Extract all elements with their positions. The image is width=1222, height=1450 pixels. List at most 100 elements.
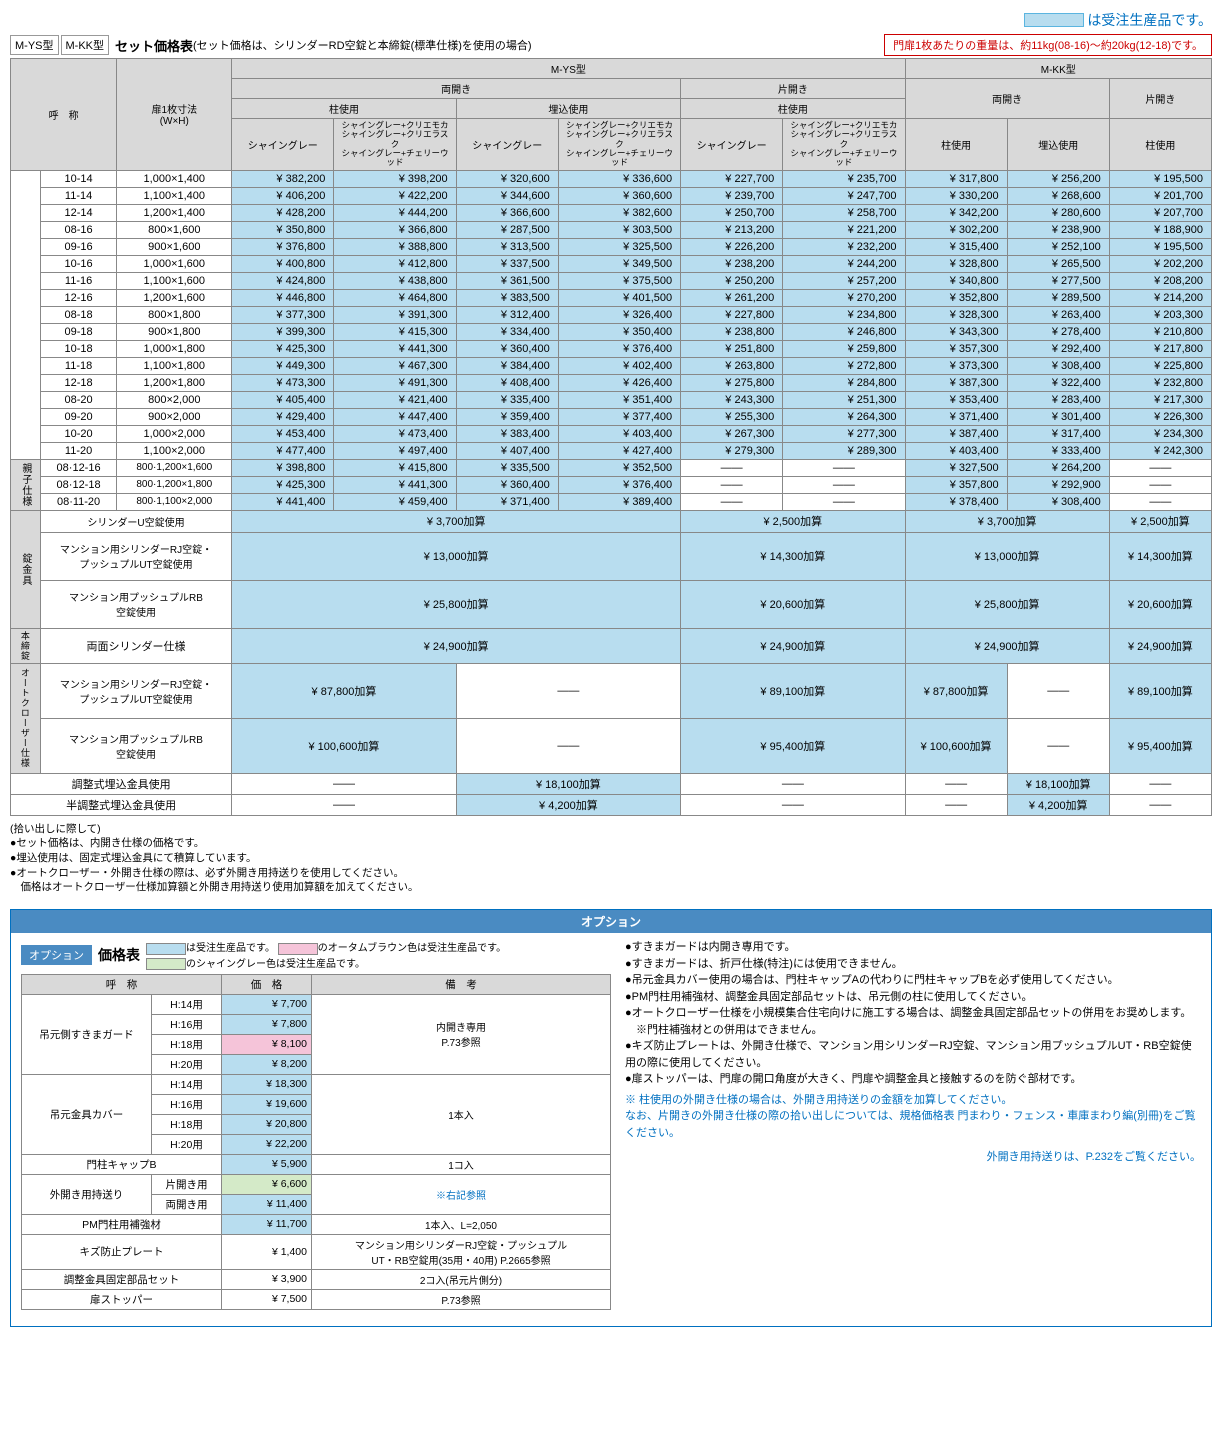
cell-price: ¥ 405,400 <box>232 391 334 408</box>
cell-price: ¥ 292,900 <box>1007 476 1109 493</box>
addon-name: マンション用シリンダーRJ空錠・ プッシュプルUT空錠使用 <box>40 663 231 718</box>
opt-price: ¥ 7,500 <box>222 1289 312 1309</box>
cell-price: ¥ 259,800 <box>783 340 905 357</box>
opt-price: ¥ 11,700 <box>222 1214 312 1234</box>
cell-price: —— <box>783 459 905 476</box>
opt-note: 1本入 <box>312 1074 611 1154</box>
th-pillar: 柱使用 <box>1109 119 1211 171</box>
cell-price: ¥ 337,500 <box>456 255 558 272</box>
cell-size: 1,100×1,400 <box>117 187 232 204</box>
bto-swatch <box>1024 13 1084 27</box>
th-single: 片開き <box>681 79 905 99</box>
cell-price: ¥ 227,700 <box>681 170 783 187</box>
cell-price: ¥ 195,500 <box>1109 238 1211 255</box>
option-table: 呼 称 価 格 備 考 吊元側すきまガードH:14用¥ 7,700内開き専用 P… <box>21 974 611 1310</box>
cell-price: ¥ 312,400 <box>456 306 558 323</box>
addon-row: マンション用プッシュプルRB 空錠使用¥ 100,600加算——¥ 95,400… <box>11 718 1212 773</box>
cell-price: ¥ 406,200 <box>232 187 334 204</box>
cell-price: ¥ 238,200 <box>681 255 783 272</box>
table-row: 09-16900×1,600¥ 376,800¥ 388,800¥ 313,50… <box>11 238 1212 255</box>
cell-price: ¥ 287,500 <box>456 221 558 238</box>
addon-name: 調整式埋込金具使用 <box>11 773 232 794</box>
addon-price: ¥ 13,000加算 <box>905 532 1109 580</box>
cell-name: 09-20 <box>40 408 117 425</box>
opt-price: ¥ 7,700 <box>222 994 312 1014</box>
cell-name: 10-20 <box>40 425 117 442</box>
th-color-a: シャイングレー <box>232 119 334 171</box>
th-mkk: M-KK型 <box>905 59 1211 79</box>
addon-price: ¥ 2,500加算 <box>681 510 905 532</box>
option-row: 吊元側すきまガードH:14用¥ 7,700内開き専用 P.73参照 <box>22 994 611 1014</box>
cell-price: ¥ 441,400 <box>232 493 334 510</box>
footnotes: (拾い出しに際して)●セット価格は、内開き仕様の価格です。●埋込使用は、固定式埋… <box>10 822 1212 895</box>
cell-price: ¥ 453,400 <box>232 425 334 442</box>
cell-name: 08-20 <box>40 391 117 408</box>
table-row: 08·11-20800·1,100×2,000¥ 441,400¥ 459,40… <box>11 493 1212 510</box>
cell-price: ¥ 352,500 <box>558 459 680 476</box>
cell-price: ¥ 382,200 <box>232 170 334 187</box>
opt-price: ¥ 5,900 <box>222 1154 312 1174</box>
cell-price: ¥ 214,200 <box>1109 289 1211 306</box>
addon-row: 錠金具シリンダーU空錠使用¥ 3,700加算¥ 2,500加算¥ 3,700加算… <box>11 510 1212 532</box>
option-row: 外開き用持送り片開き用¥ 6,600※右記参照 <box>22 1174 611 1194</box>
table-row: 08-16800×1,600¥ 350,800¥ 366,800¥ 287,50… <box>11 221 1212 238</box>
cell-price: ¥ 425,300 <box>232 340 334 357</box>
cell-price: ¥ 336,600 <box>558 170 680 187</box>
addon-price: —— <box>1109 773 1211 794</box>
cell-price: ¥ 250,200 <box>681 272 783 289</box>
cell-price: ¥ 383,400 <box>456 425 558 442</box>
th-mys: M-YS型 <box>232 59 905 79</box>
opt-price: ¥ 22,200 <box>222 1134 312 1154</box>
opt-sub: H:16用 <box>152 1094 222 1114</box>
cell-price: ¥ 343,300 <box>905 323 1007 340</box>
opt-price: ¥ 11,400 <box>222 1194 312 1214</box>
cell-price: ¥ 279,300 <box>681 442 783 459</box>
th-single: 片開き <box>1109 79 1211 119</box>
opt-name: 吊元金具カバー <box>22 1074 152 1154</box>
addon-name: 両面シリンダー仕様 <box>40 628 231 663</box>
cell-price: ¥ 391,300 <box>334 306 456 323</box>
table-row: 08·12-18800·1,200×1,800¥ 425,300¥ 441,30… <box>11 476 1212 493</box>
opt-name: キズ防止プレート <box>22 1234 222 1269</box>
option-note-line: ●すきまガードは、折戸仕様(特注)には使用できません。 <box>625 956 1201 973</box>
cell-price: ¥ 387,300 <box>905 374 1007 391</box>
cell-price: ¥ 226,200 <box>681 238 783 255</box>
cell-price: ¥ 357,300 <box>905 340 1007 357</box>
addon-price: ¥ 89,100加算 <box>681 663 905 718</box>
th-name: 呼 称 <box>11 59 117 171</box>
addon-price: ¥ 25,800加算 <box>905 580 1109 628</box>
opt-sub: 両開き用 <box>152 1194 222 1214</box>
cell-price: ¥ 246,800 <box>783 323 905 340</box>
th-color-b: シャイングレー+クリエモカ シャイングレー+クリエラスク シャイングレー+チェリ… <box>783 119 905 171</box>
addon-row: マンション用シリンダーRJ空錠・ プッシュプルUT空錠使用¥ 13,000加算¥… <box>11 532 1212 580</box>
cell-price: ¥ 376,800 <box>232 238 334 255</box>
addon-price: —— <box>681 794 905 815</box>
addon-price: —— <box>456 718 680 773</box>
addon-price: ¥ 100,600加算 <box>232 718 456 773</box>
cell-price: —— <box>681 476 783 493</box>
cell-name: 08-18 <box>40 306 117 323</box>
cell-price: ¥ 264,300 <box>783 408 905 425</box>
cell-price: ¥ 235,700 <box>783 170 905 187</box>
cell-name: 11-18 <box>40 357 117 374</box>
cell-price: ¥ 283,400 <box>1007 391 1109 408</box>
table-row: 親子仕様08·12-16800·1,200×1,600¥ 398,800¥ 41… <box>11 459 1212 476</box>
option-title: 価格表 <box>98 945 140 965</box>
cell-price: ¥ 284,800 <box>783 374 905 391</box>
option-title-row: オプション 価格表 は受注生産品です。 のオータムブラウン色は受注生産品です。 … <box>21 939 611 970</box>
opt-note: 内開き専用 P.73参照 <box>312 994 611 1074</box>
cell-price: ¥ 265,500 <box>1007 255 1109 272</box>
cell-price: ¥ 315,400 <box>905 238 1007 255</box>
addon-price: ¥ 87,800加算 <box>232 663 456 718</box>
cell-name: 11-14 <box>40 187 117 204</box>
cell-price: ¥ 250,700 <box>681 204 783 221</box>
cell-price: ¥ 449,300 <box>232 357 334 374</box>
price-table-body: 10-141,000×1,400¥ 382,200¥ 398,200¥ 320,… <box>11 170 1212 459</box>
cell-price: ¥ 202,200 <box>1109 255 1211 272</box>
cell-price: ¥ 225,800 <box>1109 357 1211 374</box>
cell-price: ¥ 400,800 <box>232 255 334 272</box>
addon-row: オートクローザー仕様マンション用シリンダーRJ空錠・ プッシュプルUT空錠使用¥… <box>11 663 1212 718</box>
addon-row: 本締錠 両面シリンダー仕様 ¥ 24,900加算 ¥ 24,900加算 ¥ 24… <box>11 628 1212 663</box>
cell-size: 1,000×1,600 <box>117 255 232 272</box>
opt-note: ※右記参照 <box>312 1174 611 1214</box>
